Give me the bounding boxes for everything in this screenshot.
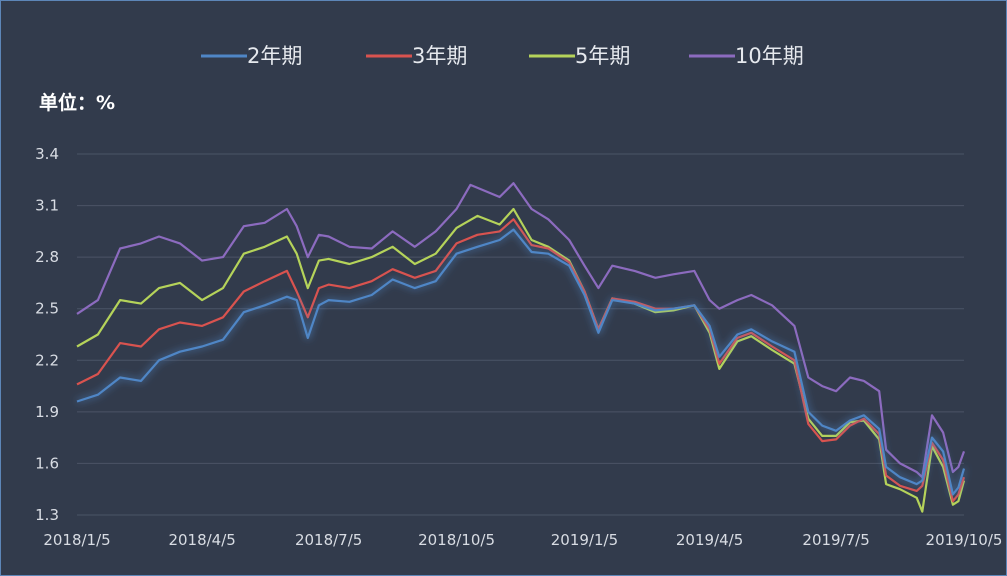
legend-label: 5年期 [575, 44, 630, 68]
y-tick-label: 3.1 [35, 197, 59, 215]
x-tick-label: 2019/4/5 [676, 531, 743, 549]
x-tick-label: 2019/10/5 [926, 531, 1003, 549]
y-tick-label: 2.5 [35, 300, 59, 318]
x-tick-label: 2018/1/5 [43, 531, 110, 549]
x-tick-label: 2018/4/5 [168, 531, 235, 549]
legend: 2年期 3年期 5年期 10年期 [201, 44, 804, 68]
unit-label: 单位：% [39, 91, 115, 114]
legend-label: 3年期 [412, 44, 467, 68]
series-line-2y [76, 228, 966, 496]
x-tick-label: 2019/7/5 [802, 531, 869, 549]
x-tick-label: 2018/7/5 [295, 531, 362, 549]
y-tick-label: 1.3 [35, 506, 59, 524]
grid-lines [77, 153, 964, 516]
series-group [76, 182, 966, 513]
y-tick-label: 2.8 [35, 248, 59, 266]
legend-label: 10年期 [735, 44, 804, 68]
x-tick-label: 2019/1/5 [551, 531, 618, 549]
x-tick-label: 2018/10/5 [418, 531, 495, 549]
y-tick-label: 1.9 [35, 403, 59, 421]
series-line-10y [76, 182, 966, 479]
y-tick-label: 1.6 [35, 454, 59, 472]
legend-label: 2年期 [247, 44, 302, 68]
x-axis: 2018/1/5 2018/4/5 2018/7/5 2018/10/5 2019/1/… [43, 531, 1002, 549]
y-axis: 3.4 3.1 2.8 2.5 2.2 1.9 1.6 1.3 [35, 145, 59, 524]
y-tick-label: 3.4 [35, 145, 59, 163]
y-tick-label: 2.2 [35, 351, 59, 369]
